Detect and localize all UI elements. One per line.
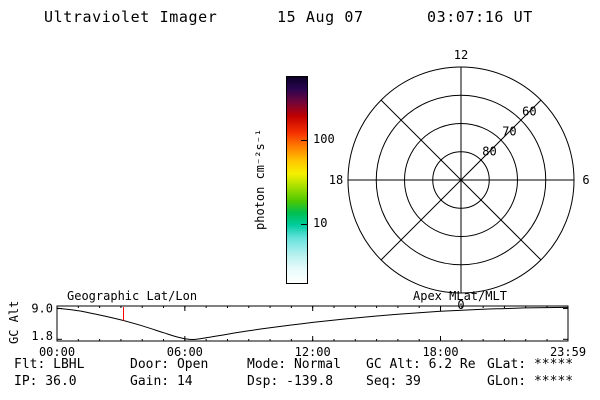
x-tick-label: 18:00	[422, 345, 458, 359]
altitude-chart-title: Geographic Lat/Lon	[67, 289, 198, 303]
status-ip: IP: 36.0	[14, 374, 77, 389]
status-dsp: Dsp: -139.8	[247, 374, 334, 389]
colorbar-tick-label: 10	[313, 216, 328, 231]
colorbar: 100 10	[286, 76, 346, 286]
y-tick-label: 9.0	[31, 302, 53, 316]
altitude-curve	[56, 306, 569, 341]
header-date: 15 Aug 07	[277, 8, 364, 26]
status-glon: GLon: *****	[487, 374, 574, 389]
polar-spoke	[380, 99, 542, 261]
status-seq: Seq: 39	[366, 374, 421, 389]
status-door: Door: Open	[130, 357, 209, 372]
mlat-ring-label: 80	[482, 145, 496, 159]
status-glat: GLat: *****	[487, 357, 574, 372]
colorbar-tick-label: 100	[313, 131, 335, 146]
status-mode: Mode: Normal	[247, 357, 341, 372]
app-title: Ultraviolet Imager	[44, 8, 218, 26]
status-flt: Flt: LBHL	[14, 357, 85, 372]
mlt-label: 6	[582, 173, 589, 187]
x-tick-label: 23:59	[550, 345, 586, 359]
polar-caption: Apex MLat/MLT	[413, 289, 507, 303]
header-time: 03:07:16 UT	[427, 8, 533, 26]
mlat-ring-label: 60	[522, 105, 536, 119]
y-tick-label: 1.8	[31, 329, 53, 343]
mlt-label: 18	[329, 173, 343, 187]
status-gc-alt: GC Alt: 6.2 Re	[366, 357, 476, 372]
colorbar-tick	[301, 139, 308, 141]
x-tick-label: 00:00	[39, 345, 75, 359]
x-tick-label: 06:00	[167, 345, 203, 359]
colorbar-tick	[301, 224, 308, 226]
mlat-ring-label: 70	[502, 125, 516, 139]
status-gain: Gain: 14	[130, 374, 193, 389]
altitude-chart: 00:00 06:00 12:00 18:00 23:59 9.0 1.8	[31, 302, 586, 359]
mlt-label: 12	[454, 48, 468, 62]
colorbar-axis-label: photon cm⁻²s⁻¹	[253, 128, 267, 230]
mlt-label: 0	[457, 298, 464, 312]
colorbar-gradient	[286, 76, 308, 284]
x-tick-label: 12:00	[295, 345, 331, 359]
